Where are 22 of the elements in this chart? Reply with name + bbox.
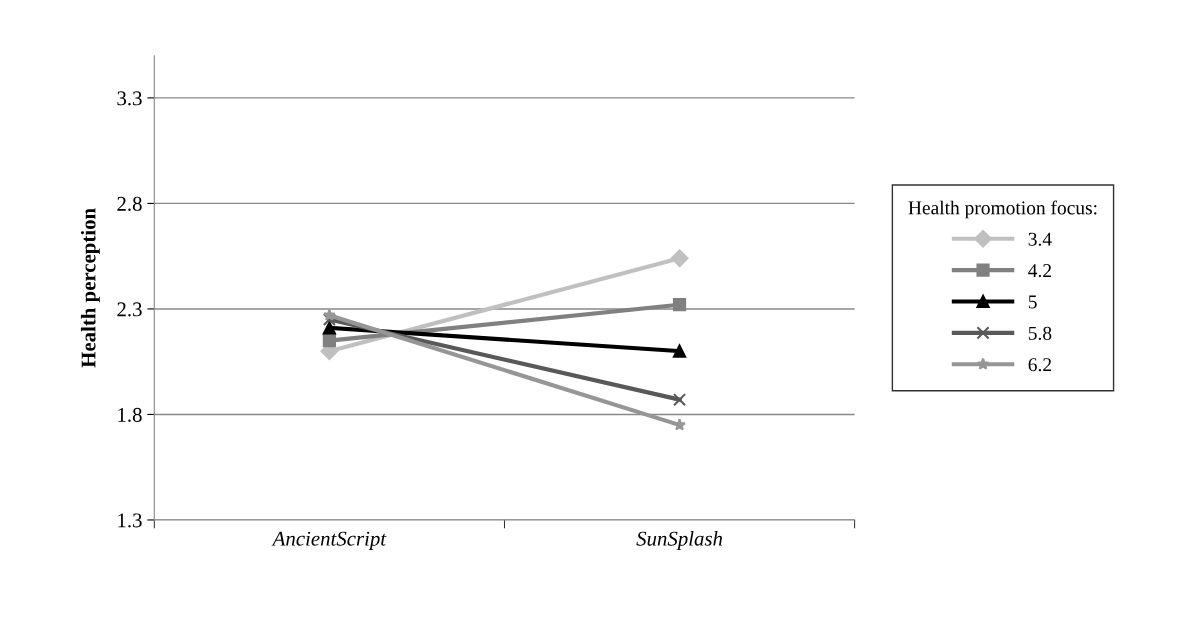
legend-label: 5.8 (1028, 326, 1052, 340)
point (672, 344, 687, 358)
legend-title: Health promotion focus: (908, 200, 1097, 219)
legend-label: 5 (1028, 295, 1037, 309)
x-tick-label: AncientScript (271, 531, 387, 550)
y-axis-title: Health perception (80, 208, 100, 368)
legend-label: 4.2 (1028, 264, 1051, 278)
y-tick-label: 2.8 (117, 196, 142, 211)
legend-label: 3.4 (1028, 232, 1052, 246)
point (322, 312, 336, 327)
x-tick-label: SunSplash (636, 531, 723, 550)
legend-label: 6.2 (1028, 358, 1051, 372)
y-tick-label: 2.3 (117, 302, 142, 317)
point (670, 249, 689, 268)
y-tick-label: 1.8 (118, 407, 142, 422)
point (672, 393, 687, 407)
y-tick-label: 3.3 (117, 91, 142, 106)
point (672, 298, 687, 312)
point (322, 321, 336, 335)
y-tick-label: 1.3 (118, 513, 142, 528)
point (322, 333, 336, 348)
point (323, 308, 336, 321)
